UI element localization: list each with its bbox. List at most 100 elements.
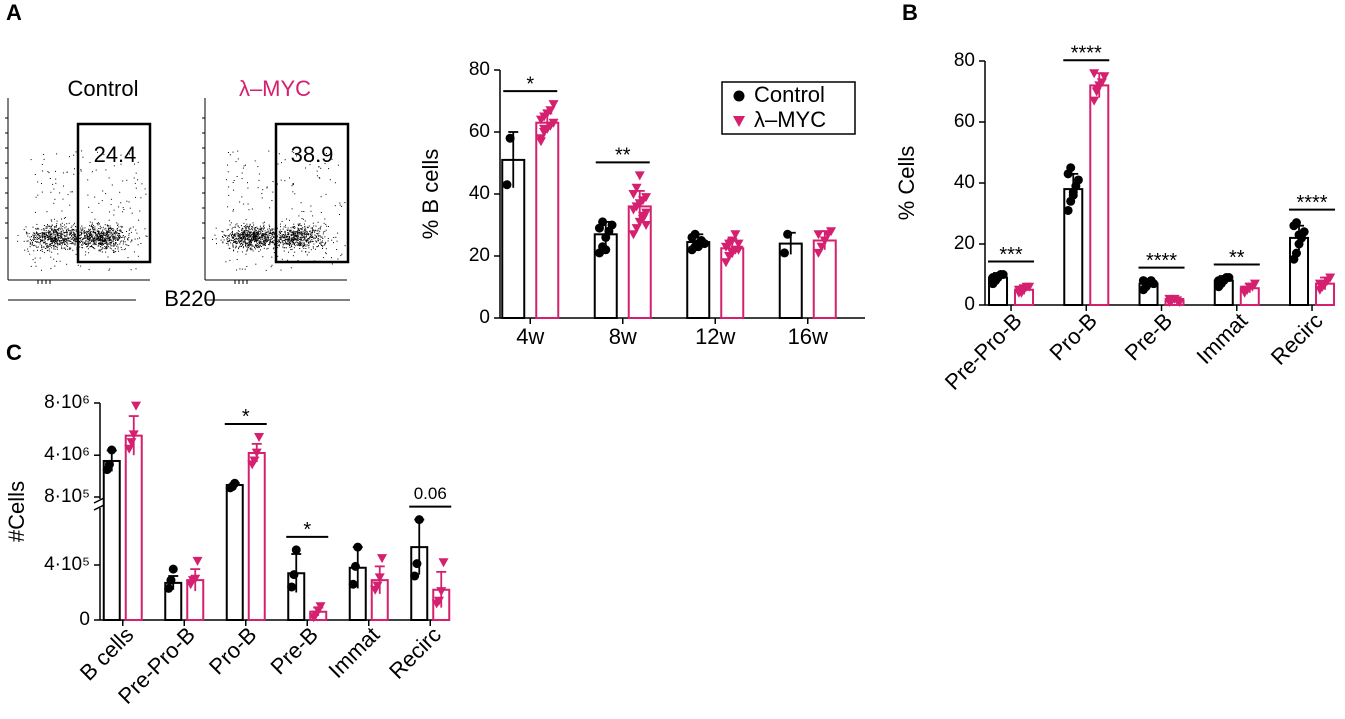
- flow-event: [286, 234, 288, 235]
- flow-event: [43, 158, 45, 160]
- flow-event: [294, 234, 296, 236]
- flow-event: [37, 233, 39, 235]
- flow-event: [119, 238, 121, 240]
- flow-event: [85, 237, 87, 239]
- flow-event: [258, 243, 260, 245]
- flow-event: [235, 246, 237, 248]
- flow-event: [73, 229, 75, 231]
- flow-event: [37, 228, 39, 230]
- data-point: [1314, 279, 1325, 289]
- flow-event: [324, 218, 326, 220]
- flow-event: [38, 236, 40, 238]
- flow-event: [112, 238, 114, 240]
- flow-event: [304, 236, 306, 238]
- flow-event: [41, 229, 43, 231]
- flow-event: [310, 249, 312, 251]
- flow-event: [259, 230, 261, 232]
- flow-event: [91, 234, 93, 236]
- flow-event: [248, 244, 249, 246]
- flow-event: [116, 237, 118, 239]
- flow-event: [74, 234, 76, 236]
- flow-event: [269, 243, 271, 245]
- flow-event: [258, 240, 260, 242]
- flow-event: [91, 245, 92, 247]
- flow-event: [242, 237, 244, 239]
- flow-event: [85, 235, 87, 237]
- flow-event: [263, 227, 265, 229]
- flow-event: [248, 225, 250, 227]
- flow-event: [294, 242, 296, 244]
- flow-event: [290, 233, 292, 235]
- flow-event: [264, 244, 266, 246]
- flow-event: [116, 228, 118, 230]
- flow-event: [255, 232, 257, 234]
- flow-event: [110, 238, 112, 240]
- flow-event: [122, 235, 124, 236]
- flow-event: [241, 238, 243, 240]
- flow-event: [269, 233, 271, 234]
- flow-event: [256, 234, 258, 235]
- flow-event: [286, 229, 288, 231]
- flow-event: [120, 154, 122, 156]
- flow-event: [102, 229, 103, 231]
- flow-event: [271, 238, 273, 240]
- flow-event: [107, 233, 108, 235]
- flow-event: [112, 249, 114, 251]
- flow-event: [311, 236, 313, 238]
- flow-event: [117, 227, 118, 229]
- flow-event: [282, 228, 284, 230]
- flow-event: [292, 237, 294, 239]
- flow-event: [232, 244, 234, 246]
- flow-event: [293, 227, 295, 229]
- flow-event: [313, 225, 315, 227]
- flow-event: [56, 153, 58, 155]
- flow-event: [242, 230, 244, 232]
- flow-event: [285, 239, 287, 241]
- flow-event: [304, 220, 306, 222]
- flow-event: [273, 242, 275, 244]
- flow-event: [232, 237, 234, 239]
- flow-event: [37, 249, 38, 251]
- flow-event: [59, 192, 61, 194]
- flow-event: [87, 194, 89, 196]
- flow-event: [42, 237, 43, 239]
- flow-event: [284, 230, 286, 232]
- flow-event: [75, 239, 77, 241]
- flow-event: [43, 242, 45, 244]
- flow-event: [54, 230, 56, 232]
- flow-event: [289, 235, 291, 237]
- flow-event: [298, 228, 300, 230]
- flow-event: [89, 242, 91, 244]
- flow-event: [49, 234, 51, 236]
- flow-event: [130, 231, 132, 233]
- gate: [76, 122, 152, 264]
- flow-event: [293, 183, 294, 185]
- data-point: [372, 581, 383, 591]
- flow-event: [297, 237, 299, 239]
- flow-event: [316, 236, 317, 238]
- flow-event: [296, 241, 298, 243]
- flow-event: [40, 241, 42, 243]
- flow-event: [313, 243, 315, 245]
- flow-event: [301, 242, 303, 244]
- flow-event: [58, 235, 60, 237]
- flow-event: [45, 237, 47, 239]
- flow-event: [93, 227, 95, 229]
- flow-event: [319, 230, 321, 232]
- flow-event: [109, 238, 111, 240]
- flow-event: [73, 224, 75, 226]
- flow-event: [294, 227, 296, 229]
- flow-event: [248, 228, 250, 230]
- flow-event: [255, 238, 257, 240]
- flow-event: [259, 236, 261, 238]
- flow-event: [264, 238, 266, 240]
- flow-event: [279, 232, 281, 234]
- flow-event: [293, 247, 295, 249]
- flow-event: [270, 266, 272, 268]
- flow-event: [137, 244, 139, 246]
- flow-event: [224, 235, 226, 237]
- flow-event: [256, 226, 258, 228]
- flow-event: [299, 242, 301, 244]
- flow-event: [62, 239, 64, 241]
- flow-event: [250, 236, 252, 238]
